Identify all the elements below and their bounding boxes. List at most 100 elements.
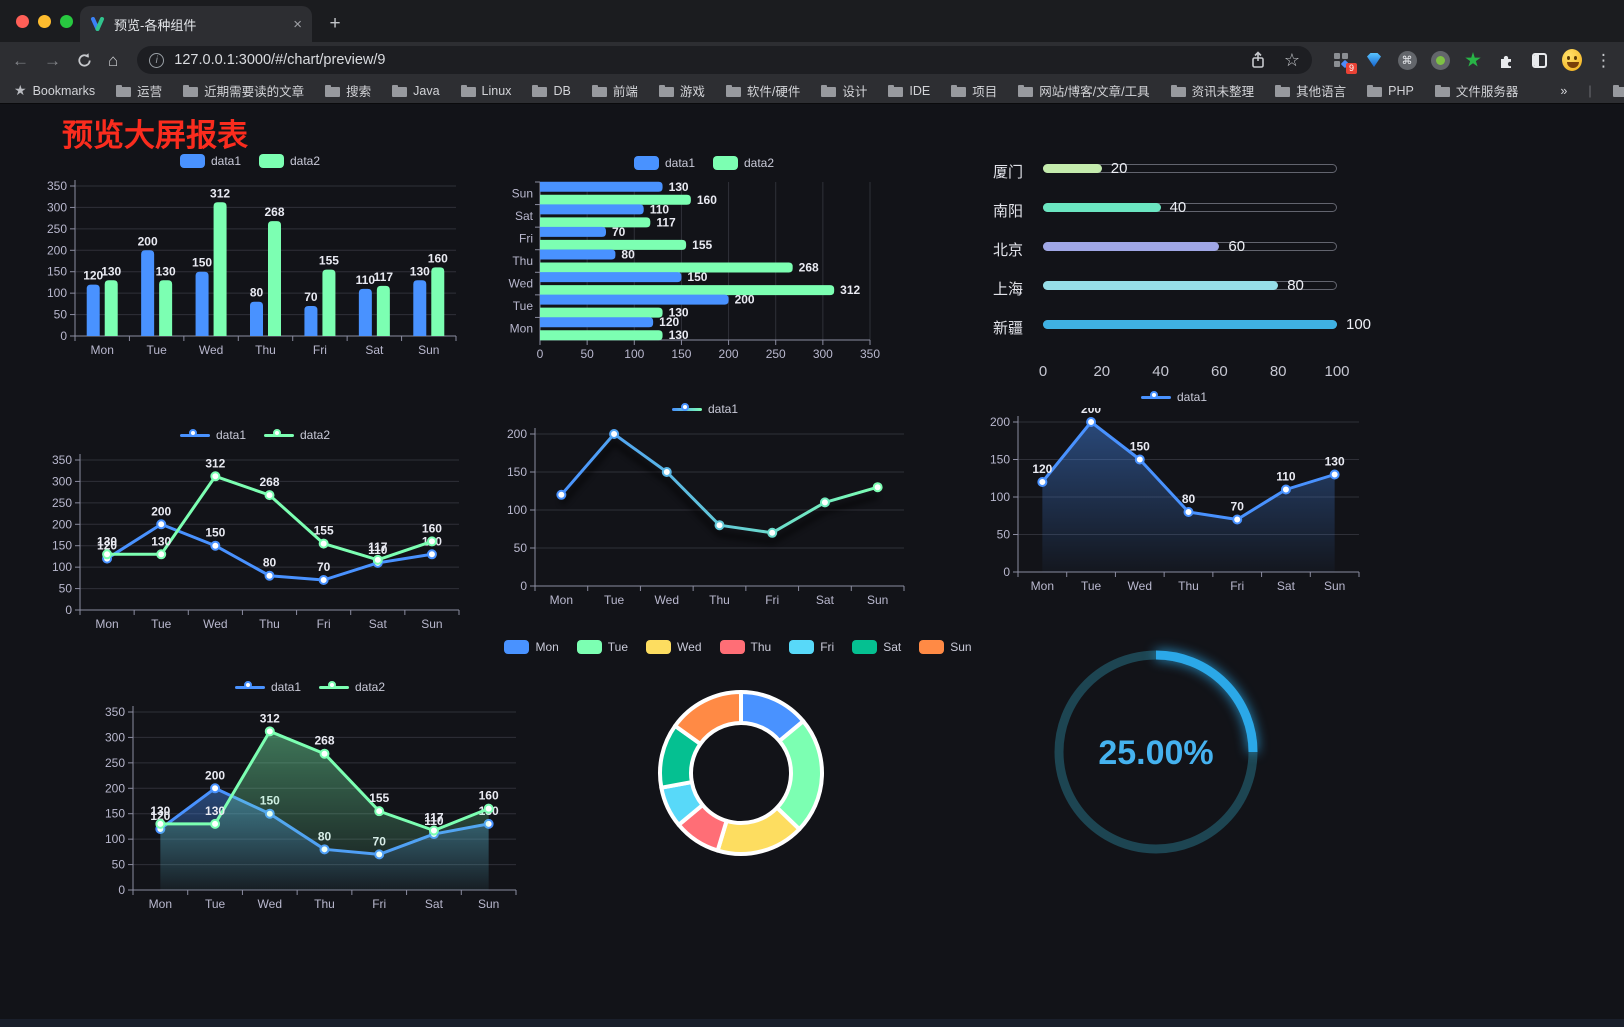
zoom-window-button[interactable] — [60, 15, 73, 28]
recorder-extension-icon[interactable] — [1430, 50, 1450, 70]
donut-chart[interactable]: Mon Tue Wed Thu Fri Sat Sun — [504, 636, 972, 888]
share-icon[interactable] — [1250, 51, 1266, 69]
home-icon[interactable]: ⌂ — [108, 50, 119, 70]
bookmark-folder[interactable]: 游戏 — [658, 81, 705, 100]
back-icon[interactable]: ← — [12, 50, 29, 70]
bookmarks-divider: | — [1588, 83, 1592, 98]
bookmark-folder[interactable]: 设计 — [821, 81, 867, 100]
close-window-button[interactable] — [16, 15, 29, 28]
bookmark-folder[interactable]: 其他语言 — [1275, 81, 1346, 100]
svg-text:268: 268 — [314, 734, 334, 748]
folder-icon — [951, 84, 967, 97]
bookmark-folder[interactable]: 文件服务器 — [1434, 81, 1518, 100]
tab-close-icon[interactable]: × — [293, 15, 302, 33]
legend-item[interactable]: Mon — [504, 640, 559, 654]
two-series-line-chart[interactable]: data1 data2 0 50 100 150 200 250 300 350 Mon Tue Wed… — [45, 424, 465, 636]
legend-item[interactable]: data1 — [179, 154, 241, 168]
svg-text:50: 50 — [112, 858, 126, 872]
legend-item[interactable]: data1 — [1140, 390, 1207, 404]
bookmark-folder[interactable]: 近期需要读的文章 — [183, 81, 304, 100]
svg-text:0: 0 — [537, 347, 544, 361]
extension-grid-icon[interactable]: 9 — [1331, 50, 1357, 74]
legend-item[interactable]: data2 — [713, 156, 774, 170]
tab-title: 预览-各种组件 — [114, 17, 197, 33]
legend-item[interactable]: Thu — [719, 640, 771, 654]
new-tab-button[interactable]: + — [329, 13, 341, 34]
url-text[interactable]: 127.0.0.1:3000/#/chart/preview/9 — [174, 52, 386, 68]
svg-text:110: 110 — [650, 202, 670, 216]
horizontal-bar-chart[interactable]: data1 data2 0 50 100 150 200 250 300 350 Sun 130 160… — [498, 152, 910, 366]
city-progress-chart[interactable]: 厦门 20 南阳 40 北京 60 上海 80 新疆 100 0 20 40 60 80 100 — [993, 156, 1371, 388]
green-star-extension-icon[interactable] — [1463, 50, 1483, 70]
minimize-window-button[interactable] — [38, 15, 51, 28]
gauge-chart[interactable]: 25.00% — [1036, 632, 1276, 882]
legend-item[interactable]: Sun — [919, 640, 972, 654]
legend-label: Tue — [607, 640, 629, 654]
bookmark-folder[interactable]: IDE — [888, 84, 930, 98]
svg-text:312: 312 — [205, 456, 225, 470]
svg-text:117: 117 — [656, 215, 676, 229]
bookmark-folder[interactable]: 网站/博客/文章/工具 — [1018, 81, 1150, 100]
vue-devtools-icon[interactable] — [1364, 50, 1384, 70]
puzzle-extensions-icon[interactable] — [1496, 50, 1516, 70]
area-line-chart[interactable]: data1 0 50 100 150 200 Mon Tue Wed Thu Fri Sat Sun 12… — [983, 386, 1365, 598]
legend-item[interactable]: data2 — [259, 154, 320, 168]
command-extension-icon[interactable]: ⌘ — [1397, 50, 1417, 70]
address-bar[interactable]: i 127.0.0.1:3000/#/chart/preview/9 ☆ — [137, 46, 1312, 74]
svg-text:Thu: Thu — [512, 254, 533, 268]
legend-item[interactable]: Fri — [789, 640, 834, 654]
page-info-icon[interactable]: i — [149, 52, 165, 68]
svg-text:200: 200 — [990, 415, 1010, 429]
legend-item[interactable]: data1 — [633, 156, 695, 170]
menu-kebab-icon[interactable]: ⋮ — [1595, 50, 1612, 70]
progress-axis-tick: 100 — [1324, 363, 1350, 380]
bookmark-folder[interactable]: DB — [532, 84, 571, 98]
legend-label: data2 — [290, 154, 321, 168]
svg-text:155: 155 — [314, 524, 334, 538]
legend-label: data1 — [707, 402, 739, 416]
bookmarks-overflow-button[interactable]: » — [1560, 83, 1568, 98]
profile-avatar[interactable] — [1562, 49, 1582, 71]
browser-toolbar: ← → ⌂ i 127.0.0.1:3000/#/chart/preview/9… — [0, 42, 1624, 78]
folder-icon — [725, 84, 741, 97]
two-series-area-chart[interactable]: data1 data2 0 50 100 150 200 250 300 350 Mon Tue Wed… — [98, 676, 522, 916]
bookmark-folder[interactable]: 软件/硬件 — [725, 81, 800, 100]
bookmark-folder[interactable]: 运营 — [116, 81, 162, 100]
bookmark-star-icon[interactable]: ☆ — [1283, 50, 1300, 70]
svg-text:150: 150 — [1130, 440, 1150, 454]
gradient-line-chart[interactable]: data1 0 50 100 150 200 Mon Tue Wed Thu Fri Sat Sun — [500, 398, 910, 612]
other-bookmarks-folder[interactable]: 其他书签 — [1612, 81, 1624, 100]
legend-item[interactable]: Wed — [646, 640, 702, 654]
window-controls — [16, 15, 73, 28]
legend-item[interactable]: data2 — [319, 680, 385, 694]
forward-icon[interactable]: → — [44, 50, 61, 70]
reload-icon[interactable] — [76, 52, 93, 69]
folder-icon — [1612, 84, 1624, 97]
legend-item[interactable]: Tue — [576, 640, 629, 654]
legend-item[interactable]: data1 — [179, 428, 246, 442]
bookmark-folder[interactable]: PHP — [1367, 84, 1414, 98]
bookmark-folder[interactable]: 搜索 — [325, 81, 371, 100]
svg-text:250: 250 — [47, 222, 67, 236]
svg-text:312: 312 — [210, 186, 230, 200]
svg-text:Wed: Wed — [258, 897, 282, 911]
legend-item[interactable]: data2 — [264, 428, 330, 442]
bookmark-folder[interactable]: Linux — [460, 84, 511, 98]
legend-item[interactable]: data1 — [671, 402, 739, 416]
bookmark-folder[interactable]: 资讯未整理 — [1170, 81, 1254, 100]
dark-mode-extension-icon[interactable] — [1529, 50, 1549, 70]
bookmark-folder[interactable]: 前端 — [591, 81, 638, 100]
svg-text:Wed: Wed — [199, 343, 223, 357]
bookmark-folder[interactable]: 项目 — [951, 81, 997, 100]
legend-item[interactable]: data1 — [234, 680, 301, 694]
svg-text:100: 100 — [52, 560, 72, 574]
bookmark-folder[interactable]: Java — [392, 84, 440, 98]
progress-axis-tick: 80 — [1269, 363, 1287, 380]
chart-legend: data1 data2 — [40, 150, 460, 172]
bookmarks-manager[interactable]: ★ Bookmarks — [14, 82, 95, 99]
browser-tab[interactable]: 预览-各种组件 × — [80, 6, 312, 42]
legend-item[interactable]: Sat — [852, 640, 901, 654]
svg-text:Fri: Fri — [372, 897, 386, 911]
svg-text:100: 100 — [507, 503, 527, 517]
grouped-bar-chart[interactable]: data1 data2 0 50 100 150 200 250 300 350 Mon Tue Wed… — [40, 150, 460, 362]
